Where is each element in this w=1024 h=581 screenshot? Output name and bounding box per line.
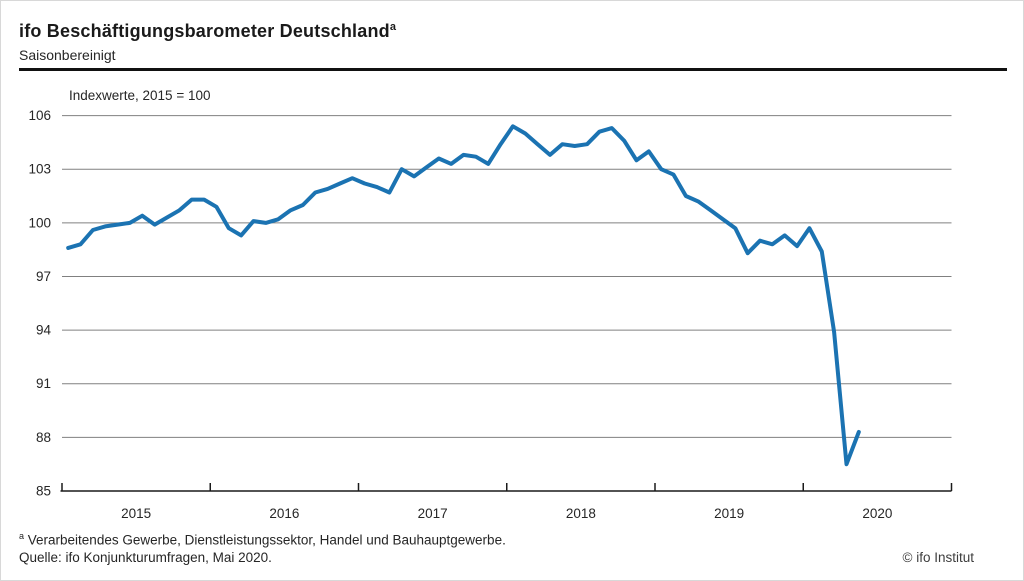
- x-tick-label: 2017: [418, 506, 448, 521]
- y-tick-label: 103: [28, 162, 51, 177]
- x-tick-label: 2015: [121, 506, 151, 521]
- y-tick-label: 91: [36, 376, 51, 391]
- axis-unit-label: Indexwerte, 2015 = 100: [69, 88, 211, 103]
- y-tick-label: 100: [28, 215, 51, 230]
- page-title-text: ifo Beschäftigungsbarometer Deutschland: [19, 21, 390, 41]
- footnote: a Verarbeitendes Gewerbe, Dienstleistung…: [19, 531, 506, 548]
- y-tick-label: 94: [36, 323, 52, 338]
- title-footnote-marker: a: [389, 21, 397, 33]
- y-tick-label: 106: [28, 108, 51, 123]
- data-series-line: [66, 124, 861, 467]
- copyright: © ifo Institut: [902, 550, 974, 565]
- y-tick-label: 88: [36, 430, 51, 445]
- footnote-marker: a: [19, 531, 25, 541]
- chart-subtitle: Saisonbereinigt: [19, 47, 116, 63]
- y-tick-label: 85: [36, 484, 51, 499]
- header-divider: [19, 68, 1007, 71]
- x-tick-label: 2018: [566, 506, 596, 521]
- source-line: Quelle: ifo Konjunkturumfragen, Mai 2020…: [19, 550, 272, 565]
- y-tick-label: 97: [36, 269, 51, 284]
- x-tick-label: 2016: [269, 506, 299, 521]
- x-tick-label: 2020: [862, 506, 892, 521]
- x-tick-label: 2019: [714, 506, 744, 521]
- page-title: ifo Beschäftigungsbarometer Deutschlanda: [19, 21, 396, 42]
- footnote-text: Verarbeitendes Gewerbe, Dienstleistungss…: [24, 532, 506, 548]
